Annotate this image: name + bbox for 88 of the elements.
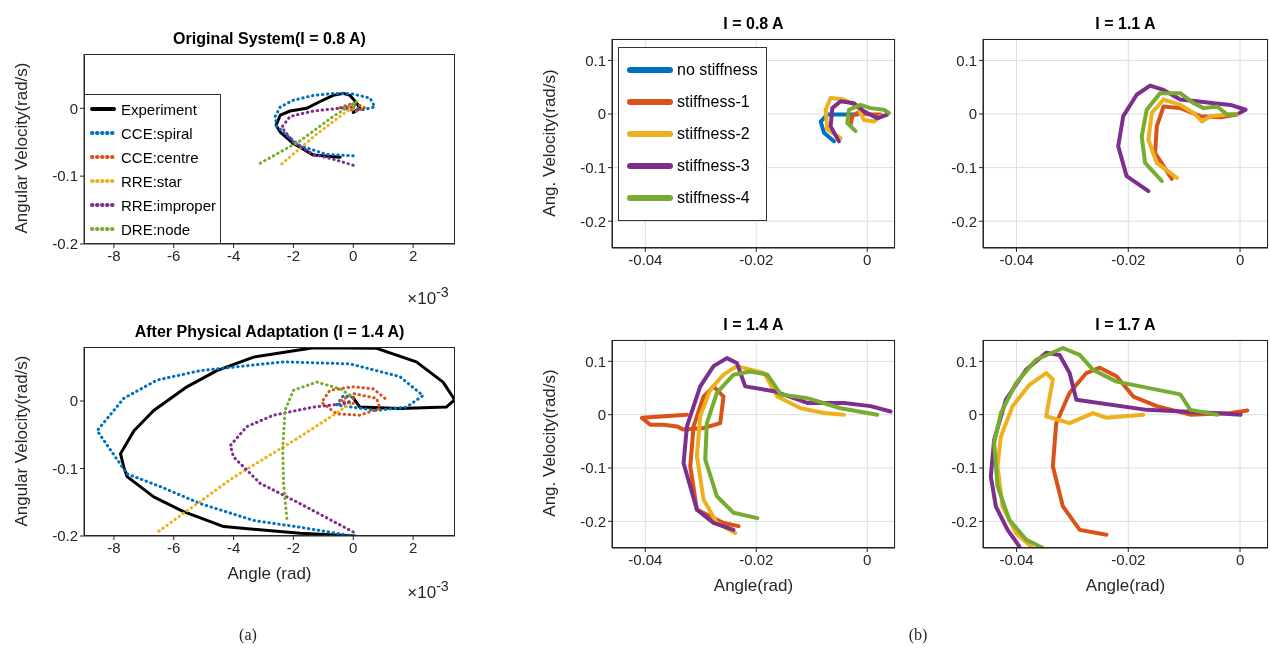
y-tick-label: 0.1 xyxy=(956,51,977,69)
line-series xyxy=(258,100,359,165)
legend-label: stiffness-4 xyxy=(677,189,750,207)
y-tick-label: 0 xyxy=(968,105,977,123)
x-tick-label: 0 xyxy=(349,246,358,264)
x-tick-label: -0.02 xyxy=(739,550,774,568)
y-tick-label: -0.1 xyxy=(52,459,78,477)
y-tick-label: 0 xyxy=(597,105,606,123)
y-axis-title: Angular Velocity(rad/s) xyxy=(12,61,32,236)
x-tick-label: -0.04 xyxy=(999,550,1034,568)
legend-label: RRE:improper xyxy=(121,196,217,214)
legend-label: Experiment xyxy=(121,100,197,118)
x-tick-label: -4 xyxy=(226,246,241,264)
y-tick-label: -0.2 xyxy=(951,212,977,230)
line-series xyxy=(228,398,355,534)
y-tick-label: -0.2 xyxy=(580,512,606,530)
x-tick-label: -6 xyxy=(167,246,181,264)
text: (b) xyxy=(907,626,929,644)
y-tick-label: 0 xyxy=(968,405,977,423)
x-tick-label: -0.02 xyxy=(739,250,774,268)
chart-title: Original System(I = 0.8 A) xyxy=(172,30,367,48)
y-tick-label: -0.2 xyxy=(580,212,606,230)
y-tick-label: -0.1 xyxy=(52,167,78,185)
line-series xyxy=(681,356,893,532)
x-tick-label: -2 xyxy=(286,538,301,556)
y-tick-label: 0.1 xyxy=(956,352,977,370)
x-tick-label: -8 xyxy=(107,538,121,556)
legend-label: DRE:node xyxy=(121,220,191,238)
x-tick-label: 2 xyxy=(408,246,418,264)
y-tick-label: 0.1 xyxy=(585,51,606,69)
y-tick-label: -0.1 xyxy=(951,459,977,477)
text: (a) xyxy=(238,626,258,644)
x-tick-label: 0 xyxy=(863,550,872,568)
chart-title: I = 1.4 A xyxy=(722,316,785,334)
y-tick-label: 0 xyxy=(597,405,606,423)
y-tick-label: -0.2 xyxy=(52,235,78,253)
chart-title: I = 0.8 A xyxy=(722,15,785,33)
legend-label: stiffness-1 xyxy=(677,93,750,111)
legend-label: RRE:star xyxy=(121,172,182,190)
line-series xyxy=(95,360,425,536)
line-series xyxy=(1116,83,1248,194)
line-series xyxy=(1139,91,1238,184)
line-series xyxy=(273,91,377,158)
y-tick-label: -0.1 xyxy=(580,158,606,176)
x-tick-label: -0.04 xyxy=(628,250,663,268)
x-tick-label: 2 xyxy=(408,538,418,556)
x-tick-label: -4 xyxy=(226,538,241,556)
line-series xyxy=(845,102,891,134)
x-axis-title: Angle(rad) xyxy=(712,576,795,596)
x-tick-label: -0.02 xyxy=(1111,550,1146,568)
y-axis-title: Ang. Velocity(rad/s) xyxy=(540,67,560,219)
y-tick-label: -0.2 xyxy=(951,512,977,530)
x-tick-label: -2 xyxy=(286,246,301,264)
legend-label: CCE:spiral xyxy=(121,124,193,142)
text: ×10$^{-3}$ xyxy=(406,578,450,603)
x-tick-label: 0 xyxy=(1235,250,1245,268)
text: ×10$^{-3}$ xyxy=(406,284,450,309)
chart-title: I = 1.1 A xyxy=(1094,15,1157,33)
x-tick-label: -0.02 xyxy=(1111,250,1146,268)
line-series xyxy=(157,399,355,533)
line-series xyxy=(828,99,890,144)
line-series xyxy=(1146,97,1240,180)
x-axis-title: Angle(rad) xyxy=(1084,576,1167,596)
y-axis-title: Ang. Velocity(rad/s) xyxy=(540,368,560,519)
y-tick-label: -0.1 xyxy=(580,459,606,477)
line-series xyxy=(703,369,880,521)
x-tick-label: -0.04 xyxy=(999,250,1034,268)
legend-label: CCE:centre xyxy=(121,148,199,166)
legend-label: no stiffness xyxy=(677,61,758,79)
chart-title: I = 1.7 A xyxy=(1094,316,1157,334)
x-tick-label: -6 xyxy=(167,538,181,556)
legend-label: stiffness-2 xyxy=(677,125,750,143)
x-tick-label: -0.04 xyxy=(628,550,663,568)
y-tick-label: 0.1 xyxy=(585,352,606,370)
legend-label: stiffness-3 xyxy=(677,157,750,175)
y-axis-title: Angular Velocity(rad/s) xyxy=(12,354,32,529)
y-tick-label: 0 xyxy=(69,99,78,117)
x-tick-label: 0 xyxy=(349,538,358,556)
x-tick-label: 0 xyxy=(1235,550,1245,568)
line-series xyxy=(338,102,367,113)
chart-title: After Physical Adaptation (I = 1.4 A) xyxy=(133,323,406,341)
y-tick-label: 0 xyxy=(69,392,78,410)
x-tick-label: 0 xyxy=(863,250,872,268)
x-tick-label: -8 xyxy=(107,246,121,264)
x-axis-title: Angle (rad) xyxy=(227,564,312,583)
y-tick-label: -0.1 xyxy=(951,158,977,176)
line-series xyxy=(320,385,387,417)
y-tick-label: -0.2 xyxy=(52,527,78,545)
